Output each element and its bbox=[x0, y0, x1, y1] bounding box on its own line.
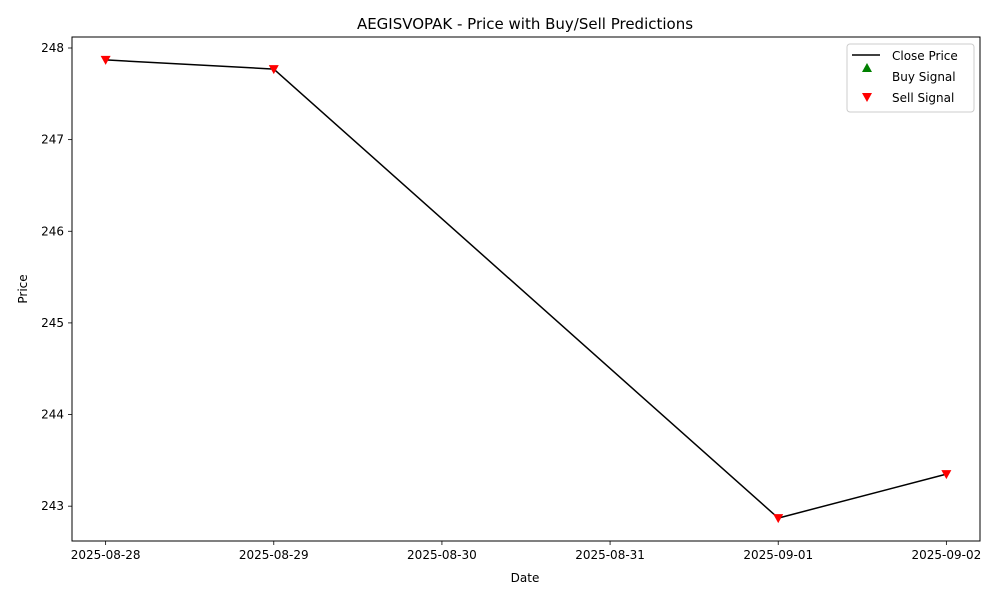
x-tick-label: 2025-08-30 bbox=[407, 548, 477, 562]
y-tick-label: 245 bbox=[41, 316, 64, 330]
legend-buy-signal-swatch bbox=[862, 63, 872, 72]
plot-area bbox=[100, 55, 952, 524]
y-tick-label: 243 bbox=[41, 499, 64, 513]
close-price-line bbox=[105, 59, 947, 519]
y-tick-label: 248 bbox=[41, 41, 64, 55]
legend-box bbox=[846, 43, 975, 113]
x-tick-label: 2025-09-02 bbox=[911, 548, 981, 562]
legend-sell-signal-swatch bbox=[862, 93, 872, 102]
sell-signal-marker bbox=[268, 65, 279, 75]
x-axis-label: Date bbox=[511, 571, 540, 585]
y-tick-label: 244 bbox=[41, 408, 64, 422]
plot-frame bbox=[71, 36, 981, 542]
legend-buy-signal: Buy Signal bbox=[892, 70, 956, 84]
sell-signal-marker bbox=[941, 470, 952, 480]
y-axis-label: Price bbox=[16, 274, 30, 303]
y-tick-label: 247 bbox=[41, 133, 64, 147]
legend-close-price: Close Price bbox=[892, 49, 958, 63]
x-tick-label: 2025-09-01 bbox=[743, 548, 813, 562]
x-tick-label: 2025-08-28 bbox=[71, 548, 141, 562]
y-tick-label: 246 bbox=[41, 224, 64, 238]
sell-signal-marker bbox=[100, 55, 111, 65]
x-tick-label: 2025-08-29 bbox=[239, 548, 309, 562]
x-tick-label: 2025-08-31 bbox=[575, 548, 645, 562]
sell-signal-marker bbox=[773, 514, 784, 524]
x-axis: 2025-08-28 2025-08-29 2025-08-30 2025-08-31… bbox=[71, 541, 981, 562]
y-axis: 243 244 245 246 247 248 bbox=[41, 41, 72, 513]
legend: Close Price Buy Signal Sell Signal bbox=[846, 43, 975, 113]
legend-sell-signal: Sell Signal bbox=[892, 91, 954, 105]
chart-title: AEGISVOPAK - Price with Buy/Sell Predict… bbox=[357, 15, 693, 33]
